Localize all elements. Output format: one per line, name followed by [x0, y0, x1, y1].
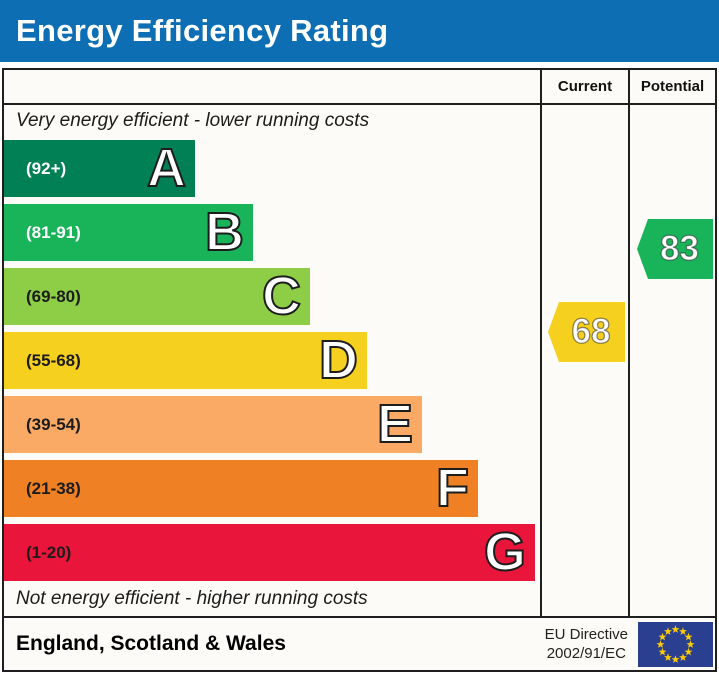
band-e-letter: E [376, 394, 414, 454]
current-column-divider [540, 70, 542, 618]
band-d: (55-68) D [4, 330, 367, 390]
potential-column-divider [628, 70, 630, 618]
band-e-range: (39-54) [26, 414, 81, 434]
eu-directive-line2: 2002/91/EC [546, 645, 626, 662]
potential-rating-pointer: 83 [637, 219, 713, 279]
band-g: (1-20) G [4, 522, 535, 582]
band-b: (81-91) B [4, 202, 253, 262]
band-a-range: (92+) [26, 158, 67, 178]
footer-row: England, Scotland & Wales EU Directive 2… [4, 618, 715, 670]
footer-divider [4, 616, 715, 618]
title-bar: Energy Efficiency Rating [0, 0, 719, 62]
band-f: (21-38) F [4, 458, 478, 518]
potential-rating-value: 83 [659, 228, 699, 268]
band-e: (39-54) E [4, 394, 422, 454]
band-c-letter: C [261, 266, 302, 326]
band-g-letter: G [483, 522, 527, 582]
column-header-current: Current [557, 78, 613, 95]
band-a: (92+) A [4, 138, 195, 198]
eu-directive-label: EU Directive 2002/91/EC [545, 625, 628, 664]
band-g-range: (1-20) [26, 542, 72, 562]
band-f-range: (21-38) [26, 478, 81, 498]
bottom-note: Not energy efficient - higher running co… [16, 588, 368, 609]
region-label: England, Scotland & Wales [16, 632, 286, 655]
current-rating-value: 68 [571, 311, 611, 351]
band-c-range: (69-80) [26, 286, 81, 306]
column-header-potential: Potential [640, 78, 705, 95]
current-rating-pointer: 68 [548, 302, 625, 362]
page-title: Energy Efficiency Rating [16, 13, 389, 48]
band-d-range: (55-68) [26, 350, 81, 370]
top-note: Very energy efficient - lower running co… [16, 110, 370, 131]
eu-flag-icon [638, 621, 713, 667]
band-d-letter: D [318, 330, 359, 390]
band-b-letter: B [204, 202, 245, 262]
band-b-range: (81-91) [26, 222, 81, 242]
band-c: (69-80) C [4, 266, 310, 326]
header-divider [4, 103, 715, 105]
eu-directive-line1: EU Directive [544, 625, 628, 643]
rating-table: Current Potential Very energy efficient … [2, 68, 717, 672]
band-f-letter: F [435, 458, 470, 518]
band-a-letter: A [146, 138, 187, 198]
